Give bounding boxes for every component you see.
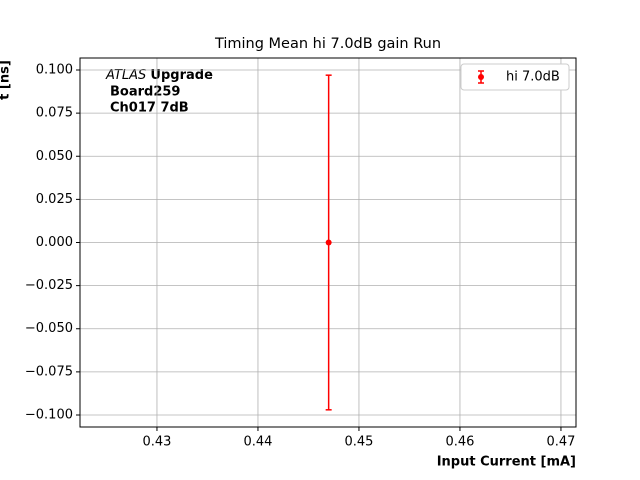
y-tick-label: 0.075 [36,106,73,121]
annotation-text: ATLAS Upgrade [105,68,213,83]
x-tick-label: 0.45 [344,435,373,450]
annotation-italic: ATLAS [105,68,146,83]
x-axis-label: Input Current [mA] [437,455,576,470]
x-tick-label: 0.47 [546,435,575,450]
plot-frame [79,57,577,428]
annotation: ATLAS Upgrade Board259 Ch017 7dB [105,68,213,116]
data-point [325,239,332,246]
y-tick-label: 0.050 [36,149,73,164]
y-tick-label: −0.075 [25,364,73,379]
y-tick-label: −0.025 [25,278,73,293]
y-tick-label: 0.100 [36,63,73,78]
annotation-line: Board259 [110,85,180,100]
legend-symbol [478,74,484,80]
annotation-line: Ch017 7dB [110,101,189,116]
x-tick-label: 0.46 [445,435,474,450]
x-tick-label: 0.43 [142,435,171,450]
chart-title: Timing Mean hi 7.0dB gain Run [214,36,441,52]
y-tick-label: −0.100 [25,407,73,422]
legend-label: hi 7.0dB [506,70,560,85]
legend-box [460,63,570,91]
annotation-bold: Upgrade [150,68,213,83]
y-tick-label: 0.000 [36,235,73,250]
x-tick-label: 0.44 [243,435,272,450]
legend: hi 7.0dB [460,63,570,91]
y-tick-label: 0.025 [36,192,73,207]
y-axis-label: t [ns] [0,60,13,100]
y-tick-label: −0.050 [25,321,73,336]
